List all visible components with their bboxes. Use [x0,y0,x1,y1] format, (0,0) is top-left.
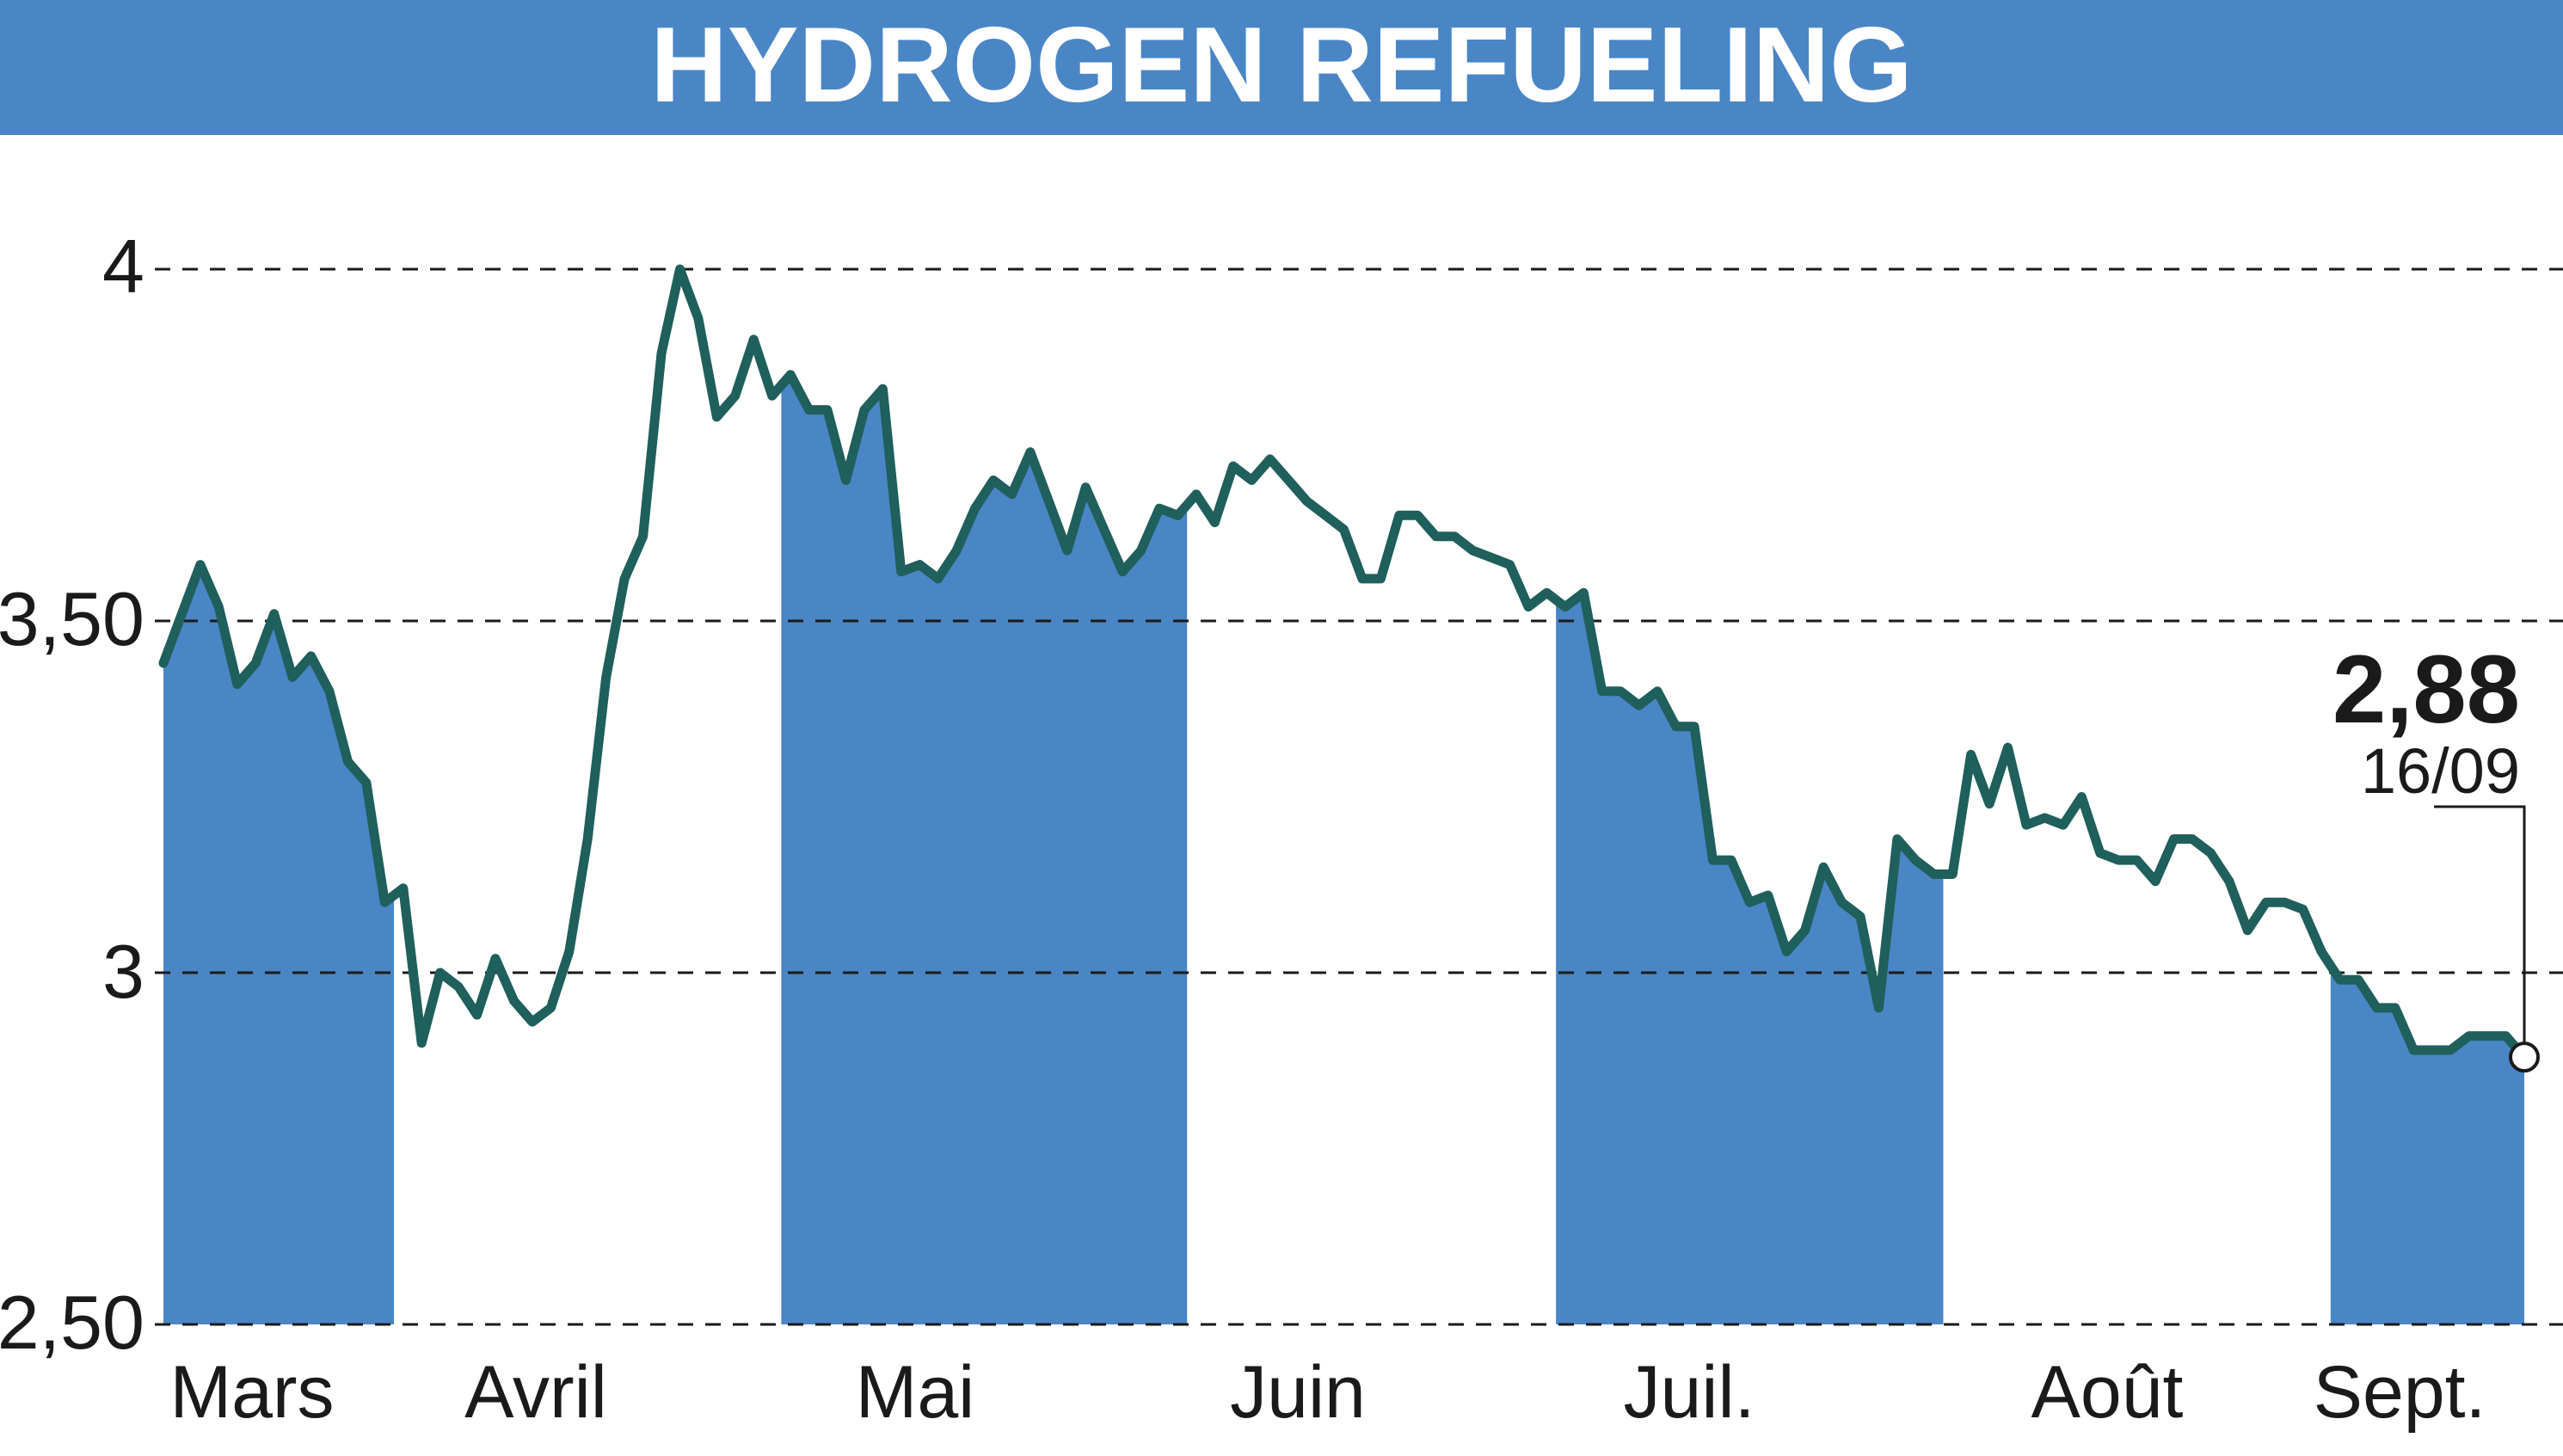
month-band-4 [1556,593,1944,1324]
month-band-6 [2330,965,2524,1324]
month-shading [163,374,2524,1325]
x-tick-label: Juil. [1624,1351,1755,1434]
x-tick-label: Sept. [2314,1351,2486,1434]
x-tick-label: Août [2031,1351,2184,1434]
last-value-annotation: 2,88 16/09 [2333,636,2540,1073]
y-tick-label: 3 [102,929,144,1014]
month-band-2 [781,374,1188,1325]
price-series [158,264,2529,1062]
grid-lines [155,267,2563,1326]
x-tick-label: Mai [856,1351,975,1434]
x-tick-label: Mars [169,1351,334,1434]
y-axis: 4 3,50 3 2,50 [0,224,144,1365]
month-band-0 [163,564,395,1324]
series-line [158,264,2529,1062]
leader-line [2434,805,2526,1044]
last-date-label: 16/09 [2361,735,2520,807]
title-banner [0,0,2563,135]
last-value-label: 2,88 [2333,636,2520,743]
chart-title: HYDROGEN REFUELING [650,6,1912,125]
x-axis: Mars Avril Mai Juin Juil. Août Sept. [169,1351,2486,1434]
y-tick-label: 2,50 [0,1280,144,1365]
x-tick-label: Juin [1230,1351,1366,1434]
y-tick-label: 3,50 [0,576,144,661]
x-tick-label: Avril [464,1351,607,1434]
y-tick-label: 4 [102,224,144,309]
last-point-marker [2509,1041,2540,1073]
